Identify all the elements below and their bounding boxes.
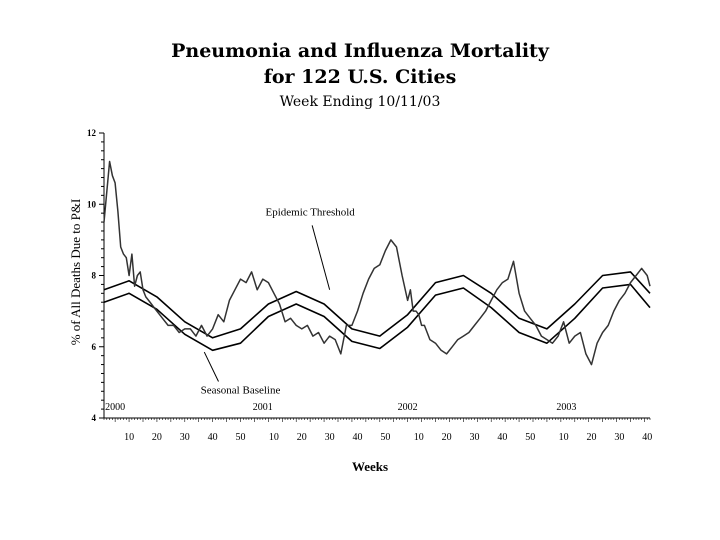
year-label: 2001 [253,402,273,413]
y-axis-label: % of All Deaths Due to P&I [68,199,83,346]
x-tick-label: 20 [152,432,162,443]
x-tick-label: 40 [497,432,507,443]
x-tick-label: 40 [642,432,652,443]
annotation-layer: Epidemic Threshold Seasonal Baseline [201,206,356,396]
year-label: 2003 [556,402,576,413]
chart-subtitle: Week Ending 10/11/03 [279,94,441,110]
x-tick-label: 40 [353,432,363,443]
x-axis-label: Weeks [352,459,388,474]
y-tick-label: 12 [87,128,97,138]
x-tick-label: 10 [559,432,569,443]
y-tick-label: 8 [92,271,97,281]
epidemic-threshold-line [103,271,651,339]
x-tick-label: 20 [587,432,597,443]
x-tick-label: 10 [124,432,134,443]
x-tick-label: 30 [614,432,624,443]
epidemic-threshold-pointer [311,225,331,290]
y-tick-label: 10 [87,199,97,209]
x-tick-label: 40 [208,432,218,443]
x-tick-label: 30 [180,432,190,443]
x-tick-label: 50 [525,432,535,443]
y-tick-label: 4 [92,413,97,423]
y-tick-label: 6 [92,342,97,352]
x-tick-label: 30 [325,432,335,443]
tick-marks: 4 6 8 10 12 10 20 30 40 50 10 20 30 40 50 10 20 30 40 50 10 2… [87,128,652,443]
year-label: 2000 [105,402,125,413]
chart-title: Pneumonia and Influenza Mortality [171,40,549,62]
x-tick-label: 10 [269,432,279,443]
series-layer [103,160,651,366]
x-tick-label: 50 [380,432,390,443]
chart-title-line2: for 122 U.S. Cities [263,66,457,88]
seasonal-baseline-label: Seasonal Baseline [201,385,281,397]
x-tick-label: 30 [470,432,480,443]
x-tick-label: 20 [297,432,307,443]
observed-mortality-line [103,160,651,366]
x-tick-label: 50 [236,432,246,443]
x-tick-label: 10 [414,432,424,443]
seasonal-baseline-pointer [203,351,219,382]
epidemic-threshold-label: Epidemic Threshold [265,206,355,218]
x-tick-label: 20 [442,432,452,443]
axes [103,133,650,419]
year-label: 2002 [398,402,418,413]
